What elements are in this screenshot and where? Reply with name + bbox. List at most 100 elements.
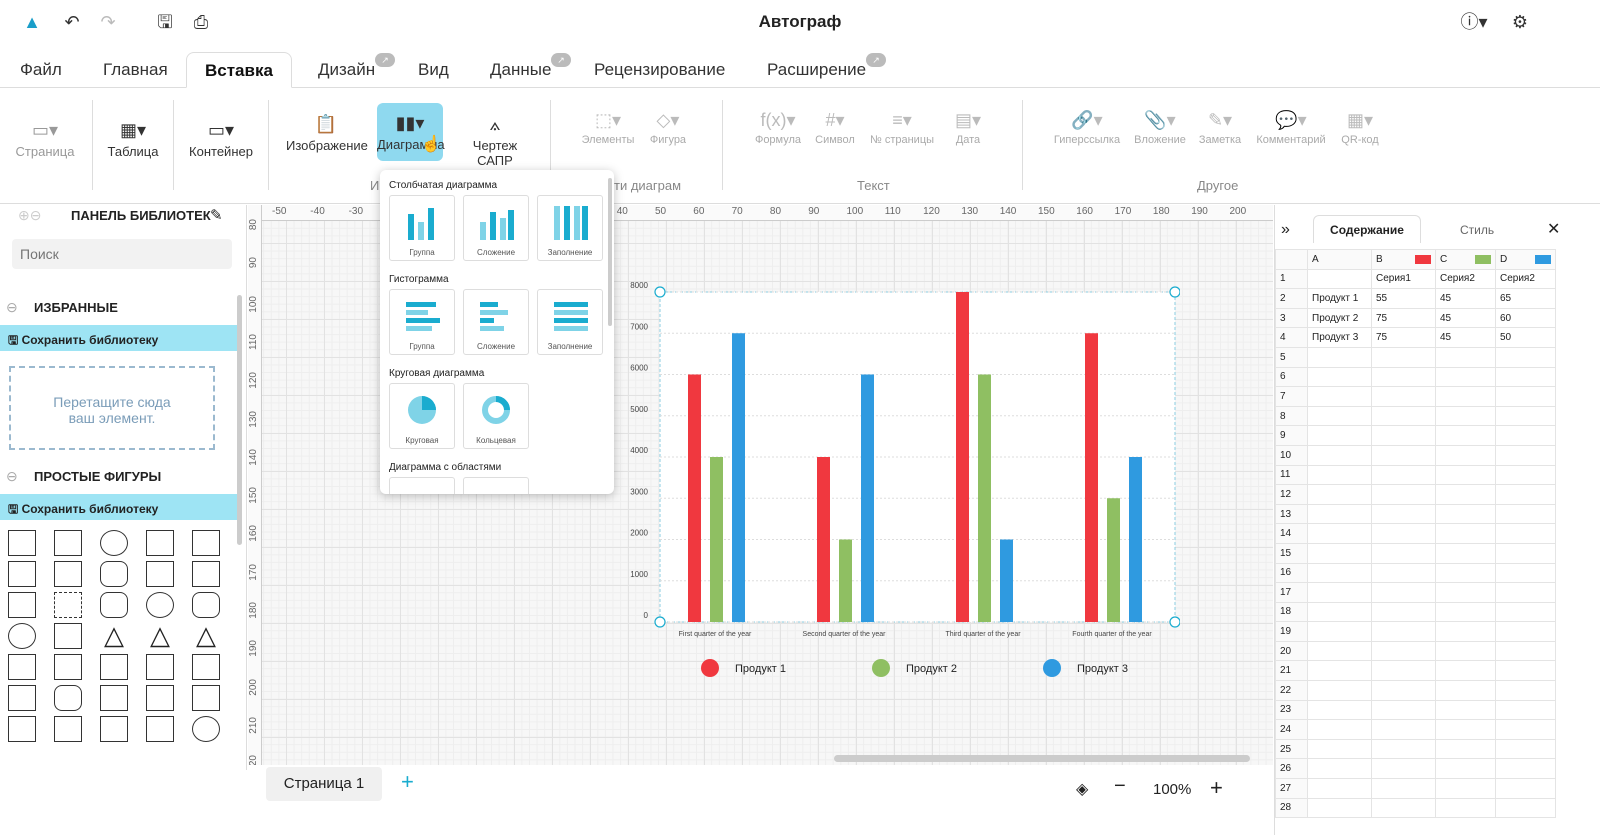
table-cell[interactable] xyxy=(1307,444,1372,466)
table-cell[interactable] xyxy=(1371,582,1436,603)
table-cell[interactable] xyxy=(1495,582,1556,603)
horizontal-scrollbar[interactable] xyxy=(834,755,1250,762)
row-number[interactable]: 4 xyxy=(1275,327,1308,348)
table-cell[interactable]: 65 xyxy=(1495,288,1556,309)
print-icon[interactable]: ⎙ xyxy=(193,12,209,32)
table-cell[interactable] xyxy=(1371,484,1436,505)
zoom-level[interactable]: 100% xyxy=(1153,781,1192,798)
table-cell[interactable] xyxy=(1371,444,1436,466)
frame-shape[interactable] xyxy=(146,716,174,742)
undo-icon[interactable]: ↶ xyxy=(64,12,80,32)
table-cell[interactable] xyxy=(1435,758,1496,780)
row-number[interactable]: 22 xyxy=(1275,680,1308,701)
table-cell[interactable] xyxy=(1371,542,1436,564)
tab-insert[interactable]: Вставка xyxy=(186,52,292,88)
table-cell[interactable] xyxy=(1495,523,1556,544)
table-cell[interactable] xyxy=(1435,386,1496,407)
area-option[interactable] xyxy=(389,477,455,494)
table-cell[interactable] xyxy=(1435,640,1496,662)
table-cell[interactable] xyxy=(1435,425,1496,446)
table-cell[interactable] xyxy=(1435,680,1496,701)
close-icon[interactable]: ✕ xyxy=(1547,221,1561,238)
table-cell[interactable]: 45 xyxy=(1435,307,1496,329)
table-cell[interactable] xyxy=(1371,699,1436,721)
row-number[interactable]: 26 xyxy=(1275,758,1308,780)
row-number[interactable]: 3 xyxy=(1275,307,1308,329)
table-cell[interactable] xyxy=(1495,366,1556,388)
note-button[interactable]: ✎▾ Заметка xyxy=(1195,106,1245,146)
table-cell[interactable] xyxy=(1495,601,1556,623)
triangle-shape[interactable]: △ xyxy=(150,620,170,650)
table-cell[interactable] xyxy=(1307,699,1372,721)
data-table[interactable]: A B C D 1 Серия1 Серия2 Серия2 2 Продукт 1 55 45 65 3… xyxy=(1275,249,1556,819)
tape-shape[interactable] xyxy=(146,654,174,680)
favorites-header[interactable]: ИЗБРАННЫЕ xyxy=(34,300,118,315)
table-cell[interactable] xyxy=(1435,405,1496,427)
diamond-shape[interactable] xyxy=(100,716,128,742)
circle-shape[interactable] xyxy=(100,530,128,556)
hist-stack-option[interactable]: Сложение xyxy=(463,289,529,355)
row-number[interactable]: 1 xyxy=(1275,268,1308,290)
series-color-swatch[interactable] xyxy=(1535,254,1551,264)
frame-shape[interactable] xyxy=(54,716,82,742)
table-cell[interactable]: 60 xyxy=(1495,307,1556,329)
table-cell[interactable] xyxy=(1495,562,1556,584)
rounded-rect-shape[interactable] xyxy=(100,561,128,587)
table-cell[interactable] xyxy=(1435,346,1496,368)
list-shape[interactable] xyxy=(192,561,220,587)
row-number[interactable]: 27 xyxy=(1275,778,1308,799)
table-cell[interactable] xyxy=(1307,523,1372,544)
table-cell[interactable] xyxy=(1495,719,1556,740)
table-cell[interactable]: 75 xyxy=(1371,307,1436,329)
table-cell[interactable] xyxy=(1307,405,1372,427)
table-cell[interactable] xyxy=(1307,484,1372,505)
row-number[interactable]: 23 xyxy=(1275,699,1308,721)
zoom-out-icon[interactable]: − xyxy=(1114,775,1126,797)
row-number[interactable]: 21 xyxy=(1275,660,1308,682)
or-shape[interactable] xyxy=(8,623,36,649)
card-shape[interactable] xyxy=(100,654,128,680)
page-tab[interactable]: Страница 1 xyxy=(266,767,382,801)
row-number[interactable]: 10 xyxy=(1275,444,1308,466)
table-cell[interactable] xyxy=(1495,640,1556,662)
table-cell[interactable] xyxy=(1435,660,1496,682)
collapse-panel-icon[interactable]: » xyxy=(1281,221,1290,238)
row-number[interactable]: 15 xyxy=(1275,542,1308,564)
pie-option[interactable]: Круговая xyxy=(389,383,455,449)
rounded-rect-shape[interactable] xyxy=(192,592,220,618)
column-header[interactable]: C xyxy=(1435,249,1496,270)
row-number[interactable]: 25 xyxy=(1275,738,1308,760)
page-button[interactable]: ▭▾ Страница xyxy=(15,116,75,159)
table-cell[interactable] xyxy=(1371,758,1436,780)
formula-button[interactable]: f(x)▾ Формула xyxy=(750,106,806,146)
square-shape[interactable] xyxy=(8,592,36,618)
frame-shape[interactable] xyxy=(146,530,174,556)
table-cell[interactable] xyxy=(1495,660,1556,682)
table-cell[interactable] xyxy=(1307,268,1372,290)
bowtie-shape[interactable] xyxy=(192,654,220,680)
table-cell[interactable] xyxy=(1495,778,1556,799)
dashed-shape[interactable] xyxy=(54,592,82,618)
table-cell[interactable] xyxy=(1307,778,1372,799)
table-cell[interactable] xyxy=(1495,464,1556,486)
drop-zone[interactable]: Перетащите сюда ваш элемент. xyxy=(9,366,215,450)
bar-fill-option[interactable]: Заполнение xyxy=(537,195,603,261)
table-cell[interactable] xyxy=(1371,366,1436,388)
table-cell[interactable] xyxy=(1371,523,1436,544)
collapse-icon[interactable]: ⊖ xyxy=(6,299,18,315)
row-number[interactable]: 19 xyxy=(1275,621,1308,642)
table-cell[interactable] xyxy=(1495,699,1556,721)
table-cell[interactable] xyxy=(1307,738,1372,760)
square-shape[interactable] xyxy=(192,530,220,556)
row-number[interactable]: 28 xyxy=(1275,797,1308,819)
table-cell[interactable] xyxy=(1435,601,1496,623)
table-cell[interactable] xyxy=(1371,719,1436,740)
column-header[interactable]: A xyxy=(1307,249,1372,270)
hist-group-option[interactable]: Группа xyxy=(389,289,455,355)
table-cell[interactable] xyxy=(1435,582,1496,603)
bowtie-shape[interactable] xyxy=(192,685,220,711)
table-cell[interactable] xyxy=(1371,680,1436,701)
tab-extensions[interactable]: Расширение xyxy=(767,60,867,79)
table-cell[interactable]: 45 xyxy=(1435,327,1496,348)
table-cell[interactable]: Продукт 2 xyxy=(1307,307,1372,329)
